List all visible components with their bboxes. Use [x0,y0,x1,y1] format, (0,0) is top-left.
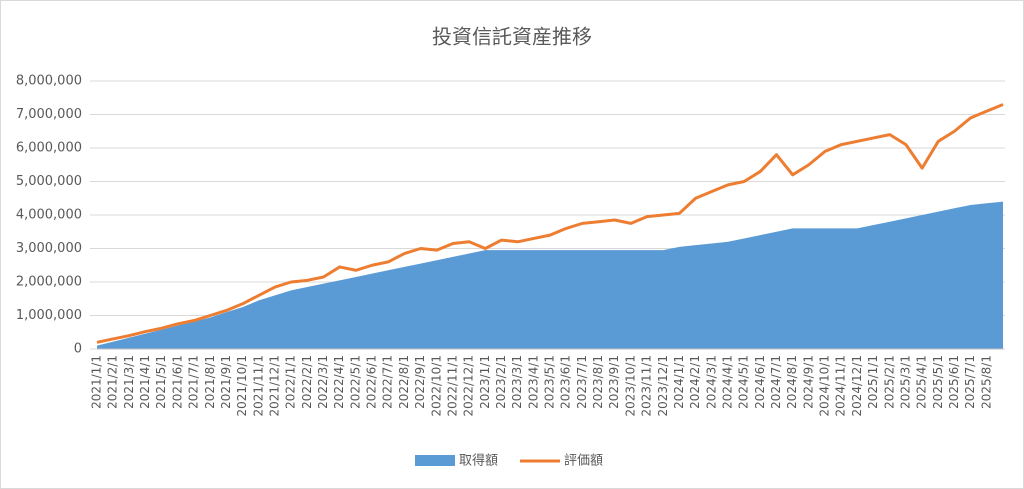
x-tick-label: 2023/5/1 [543,355,557,409]
x-tick-label: 2021/12/1 [267,355,281,417]
x-tick-label: 2025/6/1 [947,355,961,409]
x-tick-label: 2021/10/1 [235,355,249,417]
x-tick-label: 2023/6/1 [559,355,573,409]
x-tick-label: 2025/4/1 [915,355,929,409]
x-tick-label: 2022/7/1 [381,355,395,409]
x-tick-label: 2023/10/1 [623,355,637,417]
x-tick-label: 2021/5/1 [154,355,168,409]
x-tick-label: 2021/3/1 [122,355,136,409]
x-tick-label: 2022/2/1 [300,355,314,409]
x-tick-label: 2021/9/1 [219,355,233,409]
chart-title: 投資信託資産推移 [432,25,592,49]
x-tick-label: 2022/11/1 [445,355,459,417]
x-tick-label: 2025/8/1 [979,355,993,409]
y-tick-label: 0 [74,342,82,357]
x-tick-label: 2024/3/1 [704,355,718,409]
x-tick-label: 2023/11/1 [640,355,654,417]
y-tick-label: 8,000,000 [16,74,82,89]
x-tick-label: 2022/3/1 [316,355,330,409]
x-tick-label: 2022/4/1 [332,355,346,409]
x-tick-label: 2021/11/1 [251,355,265,417]
x-tick-label: 2021/2/1 [106,355,120,409]
y-tick-label: 2,000,000 [16,275,82,290]
x-tick-label: 2024/7/1 [769,355,783,409]
x-tick-label: 2021/4/1 [138,355,152,409]
x-tick-label: 2023/1/1 [478,355,492,409]
x-tick-label: 2022/8/1 [397,355,411,409]
x-tick-label: 2024/9/1 [801,355,815,409]
x-tick-label: 2025/3/1 [898,355,912,409]
x-tick-label: 2024/6/1 [753,355,767,409]
y-tick-label: 3,000,000 [16,241,82,256]
y-tick-label: 4,000,000 [16,208,82,223]
x-tick-label: 2022/5/1 [348,355,362,409]
x-tick-label: 2024/8/1 [785,355,799,409]
x-tick-label: 2021/1/1 [90,355,104,409]
y-tick-label: 1,000,000 [16,308,82,323]
x-tick-label: 2023/7/1 [575,355,589,409]
x-tick-label: 2025/7/1 [963,355,977,409]
y-tick-label: 6,000,000 [16,141,82,156]
x-tick-label: 2023/4/1 [526,355,540,409]
y-tick-label: 5,000,000 [16,174,82,189]
x-tick-label: 2024/10/1 [818,355,832,417]
x-tick-label: 2024/5/1 [737,355,751,409]
x-tick-label: 2022/10/1 [429,355,443,417]
x-tick-label: 2023/12/1 [656,355,670,417]
x-tick-label: 2023/9/1 [607,355,621,409]
x-tick-label: 2025/1/1 [866,355,880,409]
area-series [97,201,1003,349]
x-tick-label: 2022/1/1 [284,355,298,409]
x-tick-label: 2024/12/1 [850,355,864,417]
legend-label: 評価額 [564,454,603,469]
x-tick-label: 2024/11/1 [834,355,848,417]
x-tick-label: 2022/9/1 [413,355,427,409]
legend-swatch [415,455,455,466]
x-tick-label: 2024/2/1 [688,355,702,409]
x-tick-label: 2022/6/1 [365,355,379,409]
legend-label: 取得額 [459,453,498,469]
x-tick-label: 2021/7/1 [187,355,201,409]
x-tick-label: 2021/6/1 [170,355,184,409]
line-series [96,103,1004,344]
x-tick-label: 2023/3/1 [510,355,524,409]
x-tick-label: 2021/8/1 [203,355,217,409]
x-tick-label: 2024/4/1 [720,355,734,409]
x-tick-label: 2024/1/1 [672,355,686,409]
x-tick-label: 2025/5/1 [931,355,945,409]
x-tick-label: 2022/12/1 [462,355,476,417]
x-tick-label: 2023/8/1 [591,355,605,409]
x-tick-label: 2025/2/1 [882,355,896,409]
x-tick-label: 2023/2/1 [494,355,508,409]
y-tick-label: 7,000,000 [16,107,82,122]
